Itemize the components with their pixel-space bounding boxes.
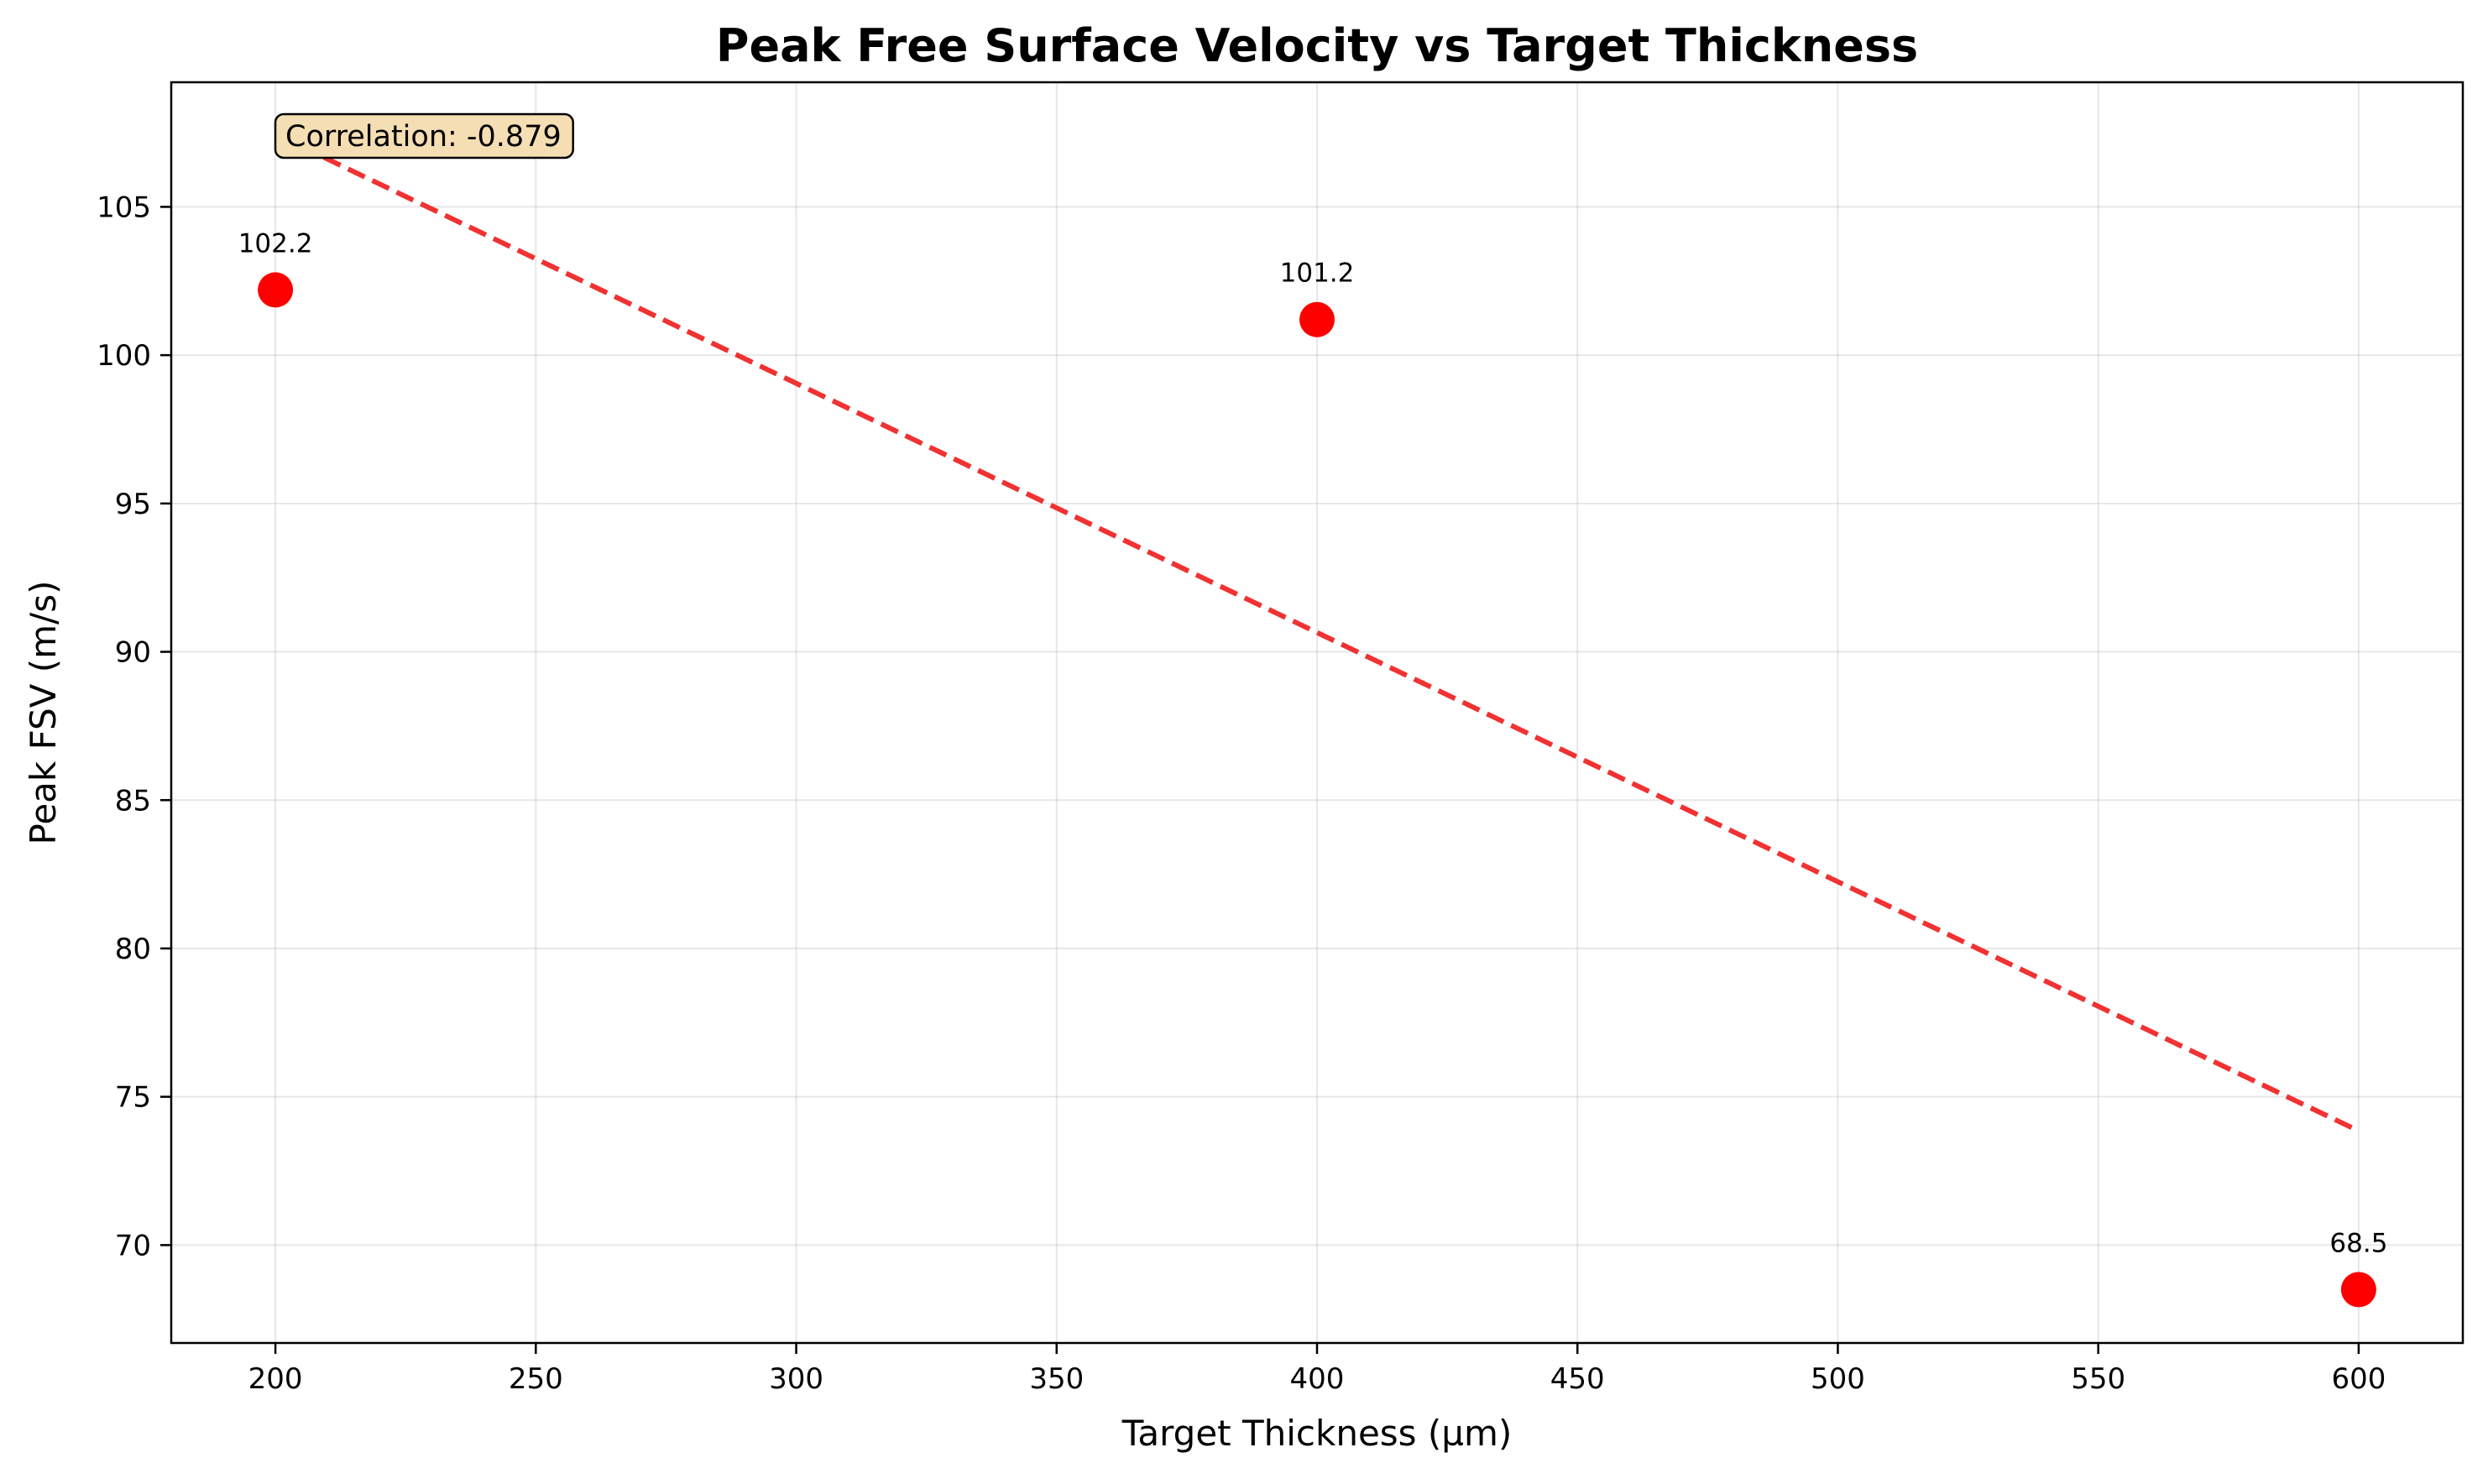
gridlines	[171, 82, 2463, 1343]
data-point-label: 101.2	[1280, 259, 1355, 289]
x-tick-label: 450	[1550, 1362, 1605, 1396]
data-point	[2340, 1272, 2376, 1308]
x-tick-label: 250	[509, 1362, 563, 1396]
y-tick-label: 80	[115, 933, 151, 966]
x-tick-label: 500	[1811, 1362, 1865, 1396]
x-tick-label: 200	[248, 1362, 303, 1396]
data-point	[258, 272, 294, 308]
trend-line	[274, 132, 2360, 1134]
data-labels: 102.2 101.2 68.5	[238, 228, 2388, 1258]
x-tick-label: 350	[1029, 1362, 1084, 1396]
x-tick-label: 400	[1290, 1362, 1345, 1396]
data-point-label: 102.2	[238, 228, 313, 259]
x-tick-label: 300	[769, 1362, 823, 1396]
y-tick-label: 105	[97, 191, 151, 224]
annotation-box	[274, 112, 574, 159]
chart-title: Peak Free Surface Velocity vs Target Thi…	[716, 19, 1918, 72]
trend-layer	[274, 132, 2360, 1134]
x-axis-label: Target Thickness (µm)	[1121, 1413, 1513, 1454]
x-tick-label: 550	[2071, 1362, 2125, 1396]
y-tick-label: 85	[115, 784, 151, 818]
x-axis-ticks: 200 250 300 350 400 450 500 550 600	[248, 1343, 2386, 1396]
correlation-annotation: Correlation: -0.879	[274, 112, 574, 159]
data-point	[1299, 301, 1335, 337]
y-tick-label: 70	[115, 1229, 151, 1262]
data-points	[258, 272, 2376, 1308]
y-tick-label: 100	[97, 339, 151, 373]
x-tick-label: 600	[2331, 1362, 2386, 1396]
y-axis-ticks: 70 75 80 85 90 95 100 105	[97, 191, 171, 1262]
y-tick-label: 90	[115, 636, 151, 670]
y-axis-label: Peak FSV (m/s)	[23, 581, 64, 845]
data-point-label: 68.5	[2329, 1228, 2387, 1258]
y-tick-label: 75	[115, 1081, 151, 1115]
y-tick-label: 95	[115, 488, 151, 521]
annotation-text: Correlation: -0.879	[285, 120, 562, 154]
